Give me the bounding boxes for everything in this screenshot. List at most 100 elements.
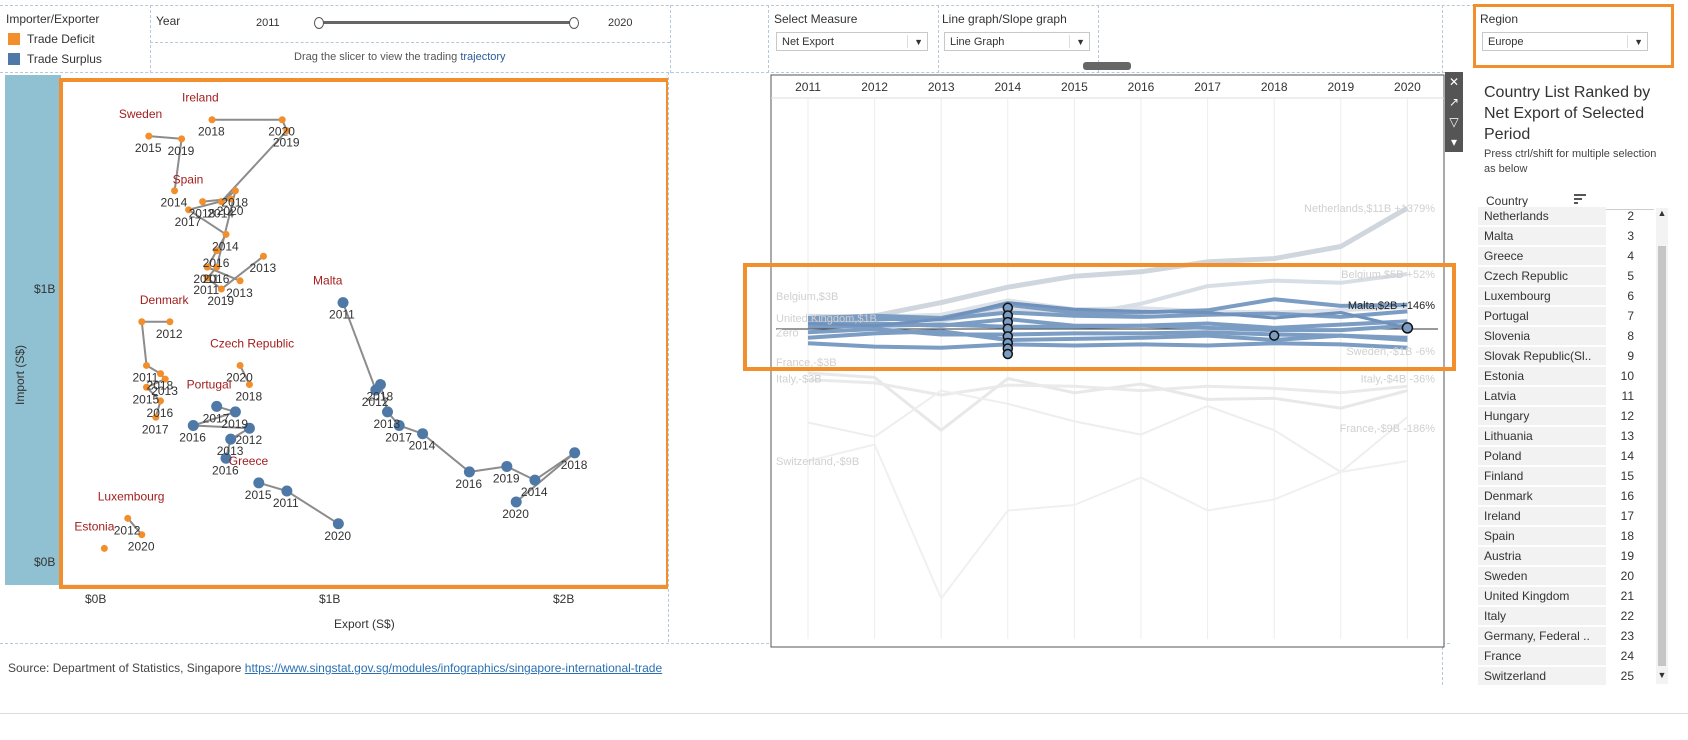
selected-mark[interactable]	[1002, 348, 1014, 360]
series-line[interactable]	[807, 389, 1409, 473]
scatter-point[interactable]	[393, 420, 405, 431]
country-list-item[interactable]: Austria 19	[1478, 546, 1648, 566]
line-chart[interactable]: 2011 2012 2013 2014 2015 2016 2017 2018 2019 2020…	[770, 74, 1446, 649]
series-line[interactable]	[807, 443, 1408, 600]
country-list-item[interactable]: Switzerland 25	[1478, 666, 1648, 686]
scatter-point[interactable]	[225, 433, 237, 445]
country-list-item[interactable]: Slovenia 8	[1478, 326, 1648, 346]
scatter-point[interactable]	[157, 370, 165, 378]
country-list-item[interactable]: Luxembourg 6	[1478, 286, 1648, 306]
year-slider-start-handle[interactable]	[314, 17, 324, 29]
scatter-point[interactable]	[203, 263, 211, 271]
scatter-point[interactable]	[171, 187, 179, 195]
filter-icon[interactable]: ▽	[1445, 112, 1463, 132]
popout-icon[interactable]: ↗	[1445, 92, 1463, 112]
scatter-point[interactable]	[213, 247, 221, 255]
graph-type-dropdown[interactable]: Line Graph ▼	[944, 32, 1090, 51]
scatter-point[interactable]	[138, 531, 146, 539]
scatter-point[interactable]	[417, 428, 429, 440]
selected-mark[interactable]	[1268, 330, 1280, 341]
country-column-header[interactable]: Country	[1486, 194, 1529, 208]
series-line-highlighted[interactable]	[807, 329, 1408, 342]
scatter-point[interactable]	[281, 485, 293, 497]
country-list-item[interactable]: Italy 22	[1478, 606, 1648, 626]
scatter-point[interactable]	[208, 116, 216, 124]
more-options-icon[interactable]: ▾	[1445, 132, 1463, 152]
source-link[interactable]: https://www.singstat.gov.sg/modules/info…	[244, 661, 663, 675]
country-list-item[interactable]: United Kingdom 21	[1478, 586, 1648, 606]
country-list-item[interactable]: Greece 4	[1478, 246, 1648, 266]
country-list-item[interactable]: Sweden 20	[1478, 566, 1648, 586]
country-list-item[interactable]: France 24	[1478, 646, 1648, 666]
country-list-item[interactable]: Germany, Federal .. 23	[1478, 626, 1648, 646]
scatter-point[interactable]	[220, 452, 232, 464]
series-line[interactable]	[807, 205, 1409, 322]
scatter-point[interactable]	[142, 361, 150, 369]
scatter-point[interactable]	[501, 460, 513, 472]
series-line-highlighted[interactable]	[807, 322, 1408, 333]
series-line-highlighted[interactable]	[807, 341, 1408, 350]
scatter-point[interactable]	[166, 318, 174, 326]
series-line[interactable]	[807, 378, 1408, 397]
scatter-point[interactable]	[245, 381, 253, 389]
scatter-point[interactable]	[253, 477, 265, 489]
scatter-point[interactable]	[463, 466, 475, 478]
year-slider-end-handle[interactable]	[569, 17, 579, 29]
country-list-item[interactable]: Czech Republic 5	[1478, 266, 1648, 286]
scatter-point[interactable]	[217, 198, 225, 206]
scatter-point[interactable]	[332, 518, 344, 530]
country-list-item[interactable]: Slovak Republic(Sl.. 9	[1478, 346, 1648, 366]
country-list-item[interactable]: Poland 14	[1478, 446, 1648, 466]
scroll-down-icon[interactable]: ▼	[1657, 670, 1667, 680]
scatter-point[interactable]	[187, 420, 199, 431]
country-list-item[interactable]: Denmark 16	[1478, 486, 1648, 506]
scatter-point[interactable]	[222, 230, 230, 238]
scatter-point[interactable]	[278, 116, 286, 124]
country-list-item[interactable]: Lithuania 13	[1478, 426, 1648, 446]
sort-icon[interactable]	[1574, 193, 1586, 204]
series-line-highlighted[interactable]	[807, 297, 1408, 320]
selected-mark[interactable]	[1401, 322, 1414, 334]
scatter-point[interactable]	[569, 447, 581, 459]
scatter-point[interactable]	[529, 474, 541, 486]
hint-link[interactable]: trajectory	[460, 51, 506, 63]
scatter-point[interactable]	[236, 277, 244, 285]
country-list-item[interactable]: Portugal 7	[1478, 306, 1648, 326]
region-dropdown[interactable]: Europe ▼	[1482, 32, 1648, 51]
country-list-item[interactable]: Hungary 12	[1478, 406, 1648, 426]
list-scrollbar[interactable]: ▲ ▼	[1656, 208, 1668, 684]
scatter-point[interactable]	[382, 406, 393, 418]
country-list-item[interactable]: Netherlands 2	[1478, 206, 1648, 226]
scatter-point[interactable]	[374, 379, 386, 391]
scatter-point[interactable]	[124, 514, 132, 522]
scatter-point[interactable]	[283, 127, 291, 135]
scatter-point[interactable]	[178, 135, 186, 143]
scatter-point[interactable]	[157, 397, 165, 405]
scatter-point[interactable]	[185, 206, 193, 214]
scatter-point[interactable]	[217, 285, 225, 293]
scatter-point[interactable]	[229, 406, 241, 418]
scatter-point[interactable]	[227, 195, 235, 203]
scatter-point[interactable]	[510, 496, 522, 508]
scatter-point[interactable]	[142, 383, 150, 391]
legend-item-trade-deficit[interactable]: Trade Deficit	[27, 32, 95, 46]
series-line-highlighted[interactable]	[807, 301, 1408, 330]
scatter-point[interactable]	[145, 132, 153, 140]
scatter-point[interactable]	[236, 361, 244, 369]
line-chart-drag-handle[interactable]	[1083, 62, 1131, 70]
close-icon[interactable]: ✕	[1445, 72, 1463, 92]
legend-item-trade-surplus[interactable]: Trade Surplus	[27, 52, 102, 66]
scatter-point[interactable]	[213, 263, 221, 271]
year-slider-track[interactable]	[318, 21, 574, 24]
scatter-point[interactable]	[337, 297, 349, 309]
scatter-point[interactable]	[138, 318, 146, 326]
scatter-point[interactable]	[211, 400, 223, 412]
scatter-point[interactable]	[259, 252, 267, 260]
country-list-item[interactable]: Malta 3	[1478, 226, 1648, 246]
scatter-point[interactable]	[199, 198, 207, 206]
country-list-item[interactable]: Latvia 11	[1478, 386, 1648, 406]
scatter-point[interactable]	[152, 413, 160, 421]
scatter-point[interactable]	[161, 375, 169, 383]
scatter-point[interactable]	[203, 274, 211, 282]
measure-dropdown[interactable]: Net Export ▼	[776, 32, 928, 51]
